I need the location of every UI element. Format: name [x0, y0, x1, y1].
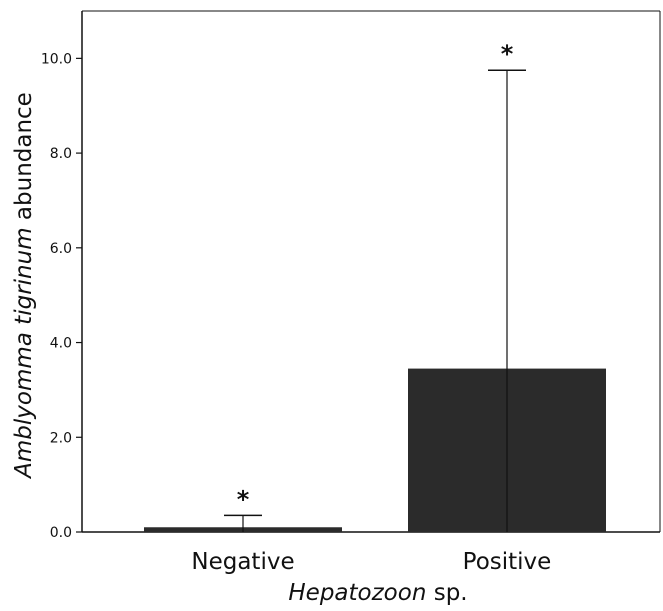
x-category-label: Positive [463, 549, 552, 575]
y-tick-label: 4.0 [50, 336, 72, 352]
x-axis-title-rest: sp. [426, 580, 467, 606]
x-category-label: Negative [191, 549, 294, 575]
significance-star: * [237, 485, 250, 513]
bars [144, 368, 606, 532]
y-axis-title-italic: Amblyomma tigrinum [11, 227, 37, 479]
y-axis-title-rest: abundance [11, 92, 37, 227]
y-tick-label: 8.0 [50, 146, 72, 162]
error-bars [224, 69, 526, 532]
significance-annotations: ** [237, 40, 514, 513]
x-axis-category-labels: Negative Positive [191, 549, 551, 575]
y-axis-title: Amblyomma tigrinum abundance [11, 92, 37, 480]
x-axis-title-italic: Hepatozoon [288, 580, 426, 606]
y-tick-label: 10.0 [41, 51, 72, 67]
y-tick-label: 2.0 [50, 430, 72, 446]
x-axis-title: Hepatozoon sp. [288, 580, 467, 606]
y-axis-ticks: 0.0 2.0 4.0 6.0 8.0 10.0 [41, 51, 82, 541]
y-tick-label: 6.0 [50, 241, 72, 257]
y-tick-label: 0.0 [50, 525, 72, 541]
significance-star: * [501, 40, 514, 68]
